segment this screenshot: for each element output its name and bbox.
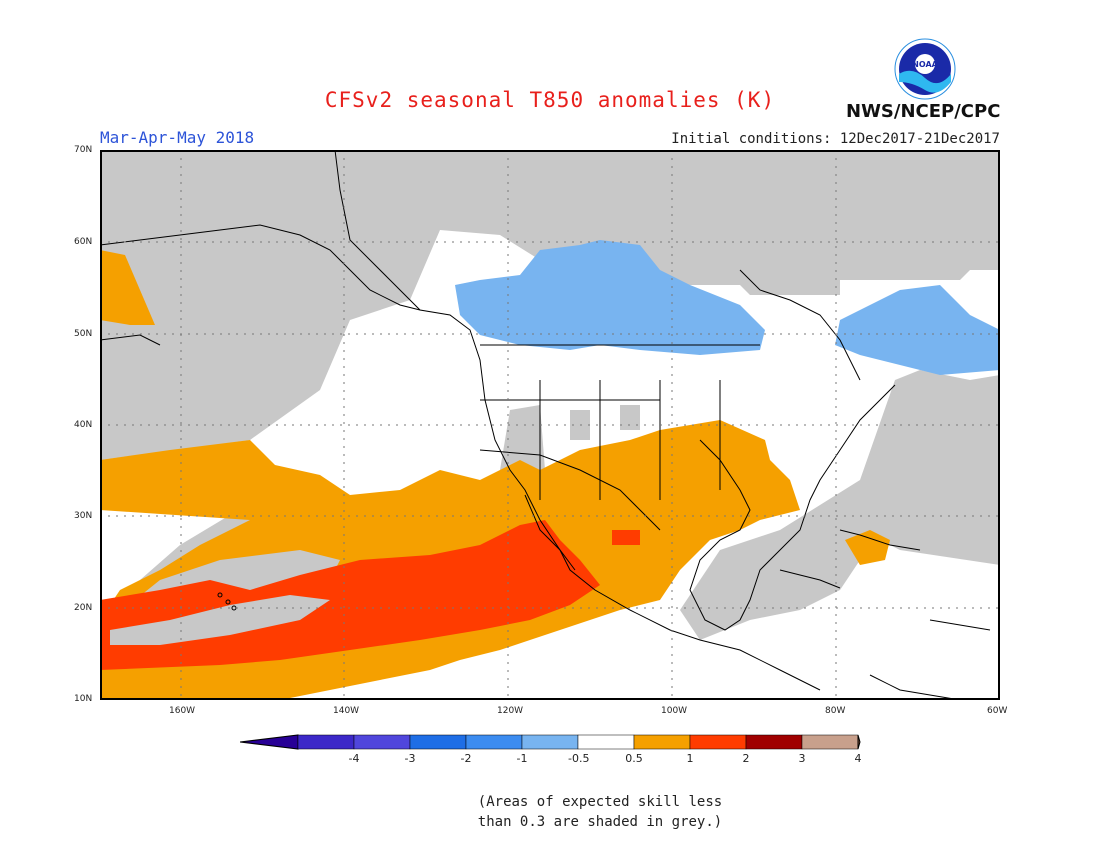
colorbar-cell xyxy=(297,734,355,750)
colorbar-label: -0.5 xyxy=(568,752,590,765)
lon-label-160w: 160W xyxy=(169,706,196,716)
colorbar-label: -3 xyxy=(404,752,416,765)
lon-label-60w: 60W xyxy=(987,706,1008,716)
colorbar-label: 0.5 xyxy=(625,752,643,765)
lat-label-60n: 60N xyxy=(74,237,93,247)
colorbar-label: 3 xyxy=(798,752,806,765)
lat-label-10n: 10N xyxy=(74,694,93,704)
colorbar-cell xyxy=(577,734,635,750)
colorbar-label: 4 xyxy=(854,752,862,765)
lat-label-20n: 20N xyxy=(74,603,93,613)
map-frame xyxy=(100,150,1000,700)
initial-conditions-label: Initial conditions: 12Dec2017-21Dec2017 xyxy=(671,131,1000,147)
anomaly-map xyxy=(100,150,1000,700)
colorbar-left-arrow xyxy=(240,734,299,750)
lon-label-120w: 120W xyxy=(497,706,524,716)
colorbar-cells xyxy=(297,734,859,750)
grid-lines xyxy=(100,150,1000,700)
colorbar-cell xyxy=(465,734,523,750)
colorbar-label: 1 xyxy=(686,752,694,765)
colorbar-label: -4 xyxy=(348,752,360,765)
lat-label-70n: 70N xyxy=(74,145,93,155)
red-anomaly-areas xyxy=(100,520,640,670)
lat-label-40n: 40N xyxy=(74,420,93,430)
chart-title: CFSv2 seasonal T850 anomalies (K) xyxy=(324,88,776,112)
colorbar-cell xyxy=(745,734,803,750)
agency-label: NWS/NCEP/CPC xyxy=(846,101,1001,122)
coastlines-and-borders xyxy=(100,150,991,700)
colorbar-label: -2 xyxy=(460,752,472,765)
colorbar-right-arrow xyxy=(857,734,861,750)
colorbar xyxy=(240,734,861,750)
noaa-logo-text: NOAA xyxy=(912,60,938,69)
lon-label-100w: 100W xyxy=(661,706,688,716)
colorbar-cell xyxy=(353,734,411,750)
colorbar-cell xyxy=(521,734,579,750)
skill-note-line-2: than 0.3 are shaded in grey.) xyxy=(477,814,723,830)
skill-note: (Areas of expected skill less than 0.3 a… xyxy=(0,792,1100,832)
season-label: Mar-Apr-May 2018 xyxy=(100,128,255,147)
skill-note-line-1: (Areas of expected skill less xyxy=(477,794,723,810)
lat-label-30n: 30N xyxy=(74,511,93,521)
lat-label-50n: 50N xyxy=(74,329,93,339)
lon-label-140w: 140W xyxy=(333,706,360,716)
blue-anomaly-areas xyxy=(455,240,1000,375)
colorbar-label: -1 xyxy=(516,752,528,765)
noaa-logo-icon: NOAA xyxy=(894,38,956,100)
colorbar-cell xyxy=(633,734,691,750)
colorbar-cell xyxy=(409,734,467,750)
colorbar-label: 2 xyxy=(742,752,750,765)
lon-label-80w: 80W xyxy=(825,706,846,716)
colorbar-cell xyxy=(801,734,859,750)
colorbar-cell xyxy=(689,734,747,750)
